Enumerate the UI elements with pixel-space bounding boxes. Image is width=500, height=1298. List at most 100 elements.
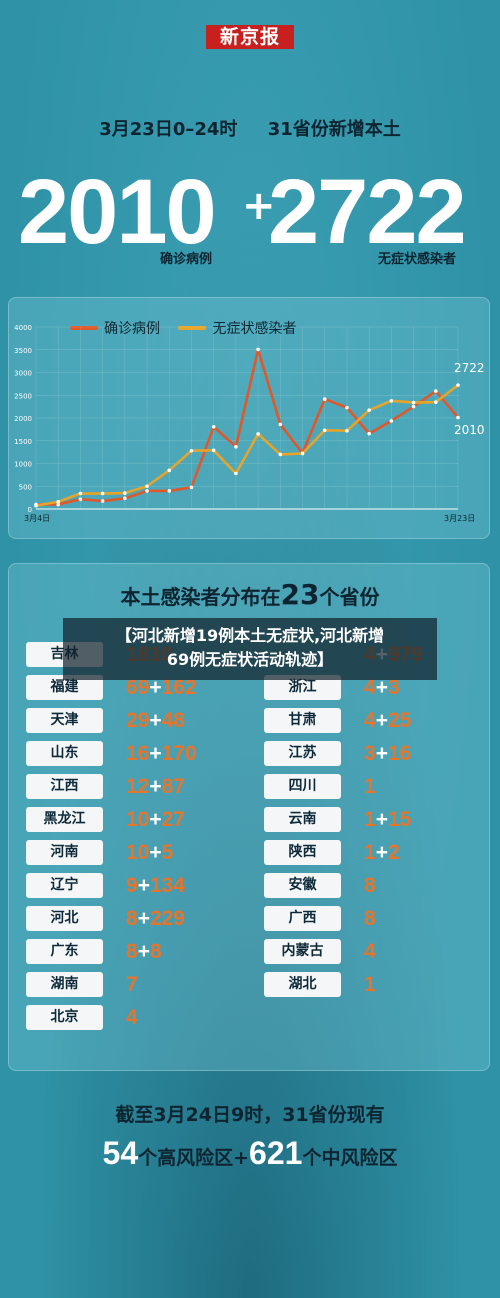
asymptomatic-value: 15	[387, 808, 412, 831]
distribution-title: 本土感染者分布在23个省份	[0, 578, 500, 611]
asymptomatic-value: 134	[149, 874, 185, 897]
province-label: 安徽	[264, 873, 341, 898]
y-tick-label: 2000	[14, 415, 32, 423]
data-point	[389, 399, 394, 403]
data-point	[78, 497, 83, 502]
data-point	[167, 468, 172, 473]
logo: 新京报	[206, 25, 294, 49]
province-value: 10+27	[126, 807, 185, 832]
province-value: 9+134	[126, 873, 185, 898]
confirmed-value: 4	[364, 676, 376, 699]
plus-sign: +	[149, 709, 162, 732]
province-label: 北京	[26, 1005, 103, 1030]
plus-sign: +	[375, 709, 388, 732]
data-point	[211, 424, 216, 429]
confirmed-value: 29	[126, 709, 150, 732]
province-value: 3+16	[364, 741, 411, 766]
line-chart: 0 500 1000 1500 2000 2500 3000 3500 4000 3月4日 3月23…	[14, 324, 484, 523]
overlay-line-1: 【河北新增19例本土无症状,河北新增	[115, 626, 385, 645]
data-point	[234, 471, 238, 476]
plus-sign: +	[375, 676, 388, 699]
province-label: 山东	[26, 741, 103, 766]
data-point	[211, 448, 216, 453]
data-point	[367, 431, 371, 436]
plus-sign: +	[375, 808, 388, 831]
data-point	[322, 397, 327, 401]
asymptomatic-value: 16	[387, 742, 412, 765]
confirmed-value: 69	[126, 676, 150, 699]
province-value: 12+87	[126, 774, 185, 799]
date-text: 3月23日0–24时	[99, 119, 238, 140]
confirmed-count: 2010	[18, 161, 217, 263]
data-point	[433, 389, 438, 393]
data-point	[456, 383, 460, 387]
asymptomatic-value: 170	[161, 742, 197, 765]
province-value: 1+15	[364, 807, 411, 832]
data-point	[167, 489, 172, 493]
province-label: 湖南	[26, 972, 103, 997]
data-point	[145, 484, 149, 489]
data-point	[100, 491, 105, 496]
high-risk-count: 54	[102, 1135, 139, 1171]
confirmed-value: 1	[364, 841, 376, 864]
y-tick-label: 3500	[14, 347, 32, 355]
plus-sign: +	[149, 742, 162, 765]
province-value: 1	[364, 972, 376, 997]
confirmed-value: 8	[126, 907, 138, 930]
legend-item-confirmed: 确诊病例	[70, 318, 160, 338]
province-label: 云南	[264, 807, 341, 832]
headline: 3月23日0–24时 31省份新增本土	[0, 115, 500, 141]
data-point	[411, 404, 416, 409]
distribution-title-prefix: 本土感染者分布在	[120, 585, 281, 609]
confirmed-label: 确诊病例	[160, 252, 213, 267]
plus-sign: +	[137, 907, 150, 930]
data-point	[322, 428, 327, 433]
confirmed-value: 7	[126, 973, 138, 996]
data-point	[234, 444, 238, 449]
asymptomatic-value: 229	[149, 907, 185, 930]
news-overlay[interactable]: 【河北新增19例本土无症状,河北新增 69例无症状活动轨迹】	[63, 618, 437, 680]
confirmed-value: 16	[126, 742, 150, 765]
distribution-title-suffix: 个省份	[319, 585, 380, 609]
plus-sign: +	[375, 841, 388, 864]
confirmed-value: 8	[364, 907, 376, 930]
asymptomatic-value: 2	[387, 841, 400, 864]
confirmed-value: 1	[364, 973, 376, 996]
legend-swatch-asymptomatic	[178, 326, 207, 330]
province-value: 7	[126, 972, 138, 997]
province-label: 江西	[26, 774, 103, 799]
confirmed-value: 10	[126, 808, 150, 831]
confirmed-value: 9	[126, 874, 138, 897]
province-count: 23	[280, 578, 320, 611]
province-value: 8	[364, 873, 376, 898]
plus-sign: +	[149, 808, 162, 831]
overlay-line-2: 69例无症状活动轨迹】	[166, 650, 334, 669]
data-point	[256, 347, 260, 352]
data-point	[256, 432, 260, 436]
province-label: 湖北	[264, 972, 341, 997]
data-point	[345, 405, 349, 410]
asymptomatic-value: 3	[387, 676, 400, 699]
y-tick-label: 500	[19, 483, 32, 491]
legend-label-asymptomatic: 无症状感染者	[212, 321, 297, 337]
confirmed-value: 3	[364, 742, 376, 765]
province-value: 4+3	[364, 675, 400, 700]
series-line-0	[36, 348, 459, 506]
asymptomatic-value: 48	[161, 709, 185, 732]
province-label: 陕西	[264, 840, 341, 865]
province-label: 四川	[264, 774, 341, 799]
data-point	[433, 400, 438, 404]
province-label: 广西	[264, 906, 341, 931]
y-tick-label: 1000	[14, 461, 32, 469]
data-point	[456, 415, 460, 420]
plus-sign: +	[149, 676, 162, 699]
high-risk-text: 个高风险区+	[138, 1147, 250, 1169]
x-tick-label-start: 3月4日	[24, 514, 50, 523]
confirmed-value: 8	[364, 874, 376, 897]
confirmed-value: 1	[364, 808, 376, 831]
data-point	[278, 422, 283, 427]
footer-line-1: 截至3月24日9时，31省份现有	[115, 1104, 385, 1126]
data-point	[411, 400, 416, 405]
province-label: 黑龙江	[26, 807, 103, 832]
asymptomatic-value: 25	[387, 709, 412, 732]
